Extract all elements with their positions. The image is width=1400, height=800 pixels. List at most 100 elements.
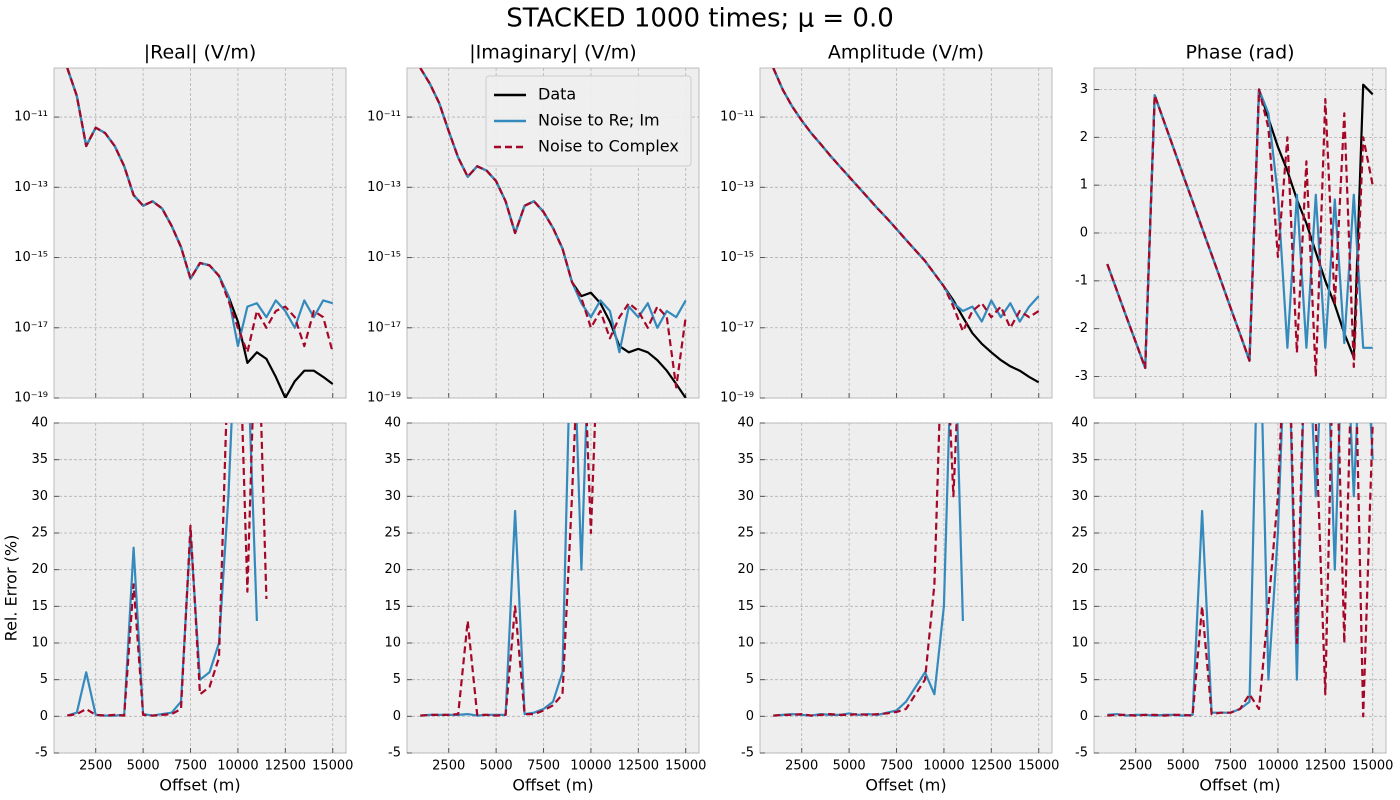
series-group: [419, 68, 687, 398]
y-tick-label: 20: [737, 562, 754, 577]
series-group: [67, 423, 323, 715]
x-tick-label: 7500: [174, 759, 207, 774]
series-line: [420, 423, 601, 717]
x-tick-label: 10000: [570, 759, 611, 774]
series-group: [1107, 423, 1374, 718]
series-line: [772, 68, 1040, 323]
x-tick-label: 15000: [312, 759, 353, 774]
y-tick-label: 10: [1071, 636, 1088, 651]
y-tick-label: -5: [388, 746, 401, 761]
axes-title: |Real| (V/m): [144, 42, 257, 64]
plot-area: [53, 422, 347, 754]
y-tick-label: 30: [31, 489, 48, 504]
series-group: [66, 68, 334, 398]
y-tick-label: 20: [31, 562, 48, 577]
x-tick-label: 15000: [665, 759, 706, 774]
series-line: [773, 423, 964, 717]
y-tick-label: 0: [1080, 709, 1088, 724]
series-line: [1107, 423, 1374, 718]
y-tick-label: 25: [31, 526, 48, 541]
y-tick-label: 30: [737, 489, 754, 504]
y-tick-label: 1: [1080, 178, 1088, 193]
y-tick-label: 10⁻¹⁵: [720, 250, 754, 265]
y-tick-label: 10⁻¹⁷: [14, 320, 48, 335]
series-group: [773, 423, 964, 717]
series-group: [420, 423, 667, 717]
y-tick-label: 30: [1071, 489, 1088, 504]
x-tick-label: 10000: [1257, 759, 1298, 774]
y-tick-label: 40: [737, 416, 754, 431]
series-line: [773, 423, 958, 717]
plot-area: [406, 422, 700, 754]
plot-area: [53, 67, 347, 399]
y-tick-label: 5: [393, 672, 401, 687]
y-tick-label: -5: [1075, 746, 1088, 761]
plot-area: [759, 67, 1053, 399]
axes-title: Phase (rad): [1185, 42, 1294, 64]
y-tick-label: 0: [746, 709, 754, 724]
y-tick-label: 10⁻¹⁵: [14, 250, 48, 265]
figure-title: STACKED 1000 times; μ = 0.0: [506, 4, 894, 34]
y-tick-label: 15: [31, 599, 48, 614]
y-tick-label: 5: [746, 672, 754, 687]
y-tick-label: 10⁻¹¹: [720, 110, 754, 125]
x-tick-label: 15000: [1018, 759, 1059, 774]
y-tick-label: 40: [384, 416, 401, 431]
x-tick-label: 5000: [127, 759, 160, 774]
x-tick-label: 5000: [480, 759, 513, 774]
plot-area: [759, 422, 1053, 754]
y-tick-label: 10⁻¹¹: [14, 110, 48, 125]
y-tick-label: 15: [384, 599, 401, 614]
y-tick-label: -2: [1075, 321, 1088, 336]
y-tick-label: 35: [737, 452, 754, 467]
x-tick-label: 12500: [265, 759, 306, 774]
x-axis-label: Offset (m): [865, 776, 946, 795]
y-tick-label: -3: [1075, 369, 1088, 384]
x-axis-label: Offset (m): [159, 776, 240, 795]
axes-title: |Imaginary| (V/m): [469, 42, 636, 64]
x-tick-label: 10000: [923, 759, 964, 774]
y-tick-label: 10⁻¹⁹: [720, 391, 754, 406]
y-tick-label: 20: [384, 562, 401, 577]
legend: Data Noise to Re; Im Noise to Complex: [485, 75, 692, 167]
y-tick-label: 35: [1071, 452, 1088, 467]
y-tick-label: 15: [737, 599, 754, 614]
y-tick-label: 10⁻¹³: [367, 180, 401, 195]
legend-label: Noise to Complex: [538, 137, 679, 156]
y-tick-label: 30: [384, 489, 401, 504]
legend-box: [485, 75, 692, 167]
y-tick-label: 40: [1071, 416, 1088, 431]
x-tick-label: 7500: [527, 759, 560, 774]
y-tick-label: -1: [1075, 273, 1088, 288]
y-tick-label: 0: [393, 709, 401, 724]
x-tick-label: 2500: [1119, 759, 1152, 774]
x-tick-label: 2500: [785, 759, 818, 774]
series-group: [1106, 83, 1374, 378]
y-tick-label: 25: [1071, 526, 1088, 541]
legend-label: Data: [538, 85, 576, 104]
y-axis-label: Rel. Error (%): [2, 535, 21, 642]
y-tick-label: 0: [1080, 226, 1088, 241]
y-tick-label: 10⁻¹⁹: [14, 391, 48, 406]
y-tick-label: 40: [31, 416, 48, 431]
axes-title: Amplitude (V/m): [828, 42, 984, 64]
y-tick-label: 35: [384, 452, 401, 467]
y-tick-label: 10⁻¹⁷: [367, 320, 401, 335]
y-tick-label: 0: [40, 709, 48, 724]
x-tick-label: 15000: [1352, 759, 1393, 774]
x-tick-label: 10000: [217, 759, 258, 774]
y-tick-label: 5: [40, 672, 48, 687]
series-group: [772, 68, 1040, 384]
y-tick-label: 10: [31, 636, 48, 651]
y-tick-label: 5: [1080, 672, 1088, 687]
x-axis-label: Offset (m): [512, 776, 593, 795]
x-tick-label: 12500: [618, 759, 659, 774]
x-tick-label: 5000: [1167, 759, 1200, 774]
y-tick-label: -5: [741, 746, 754, 761]
y-tick-label: 35: [31, 452, 48, 467]
y-tick-label: 25: [737, 526, 754, 541]
y-tick-label: 10⁻¹³: [14, 180, 48, 195]
x-tick-label: 5000: [833, 759, 866, 774]
y-tick-label: -5: [35, 746, 48, 761]
